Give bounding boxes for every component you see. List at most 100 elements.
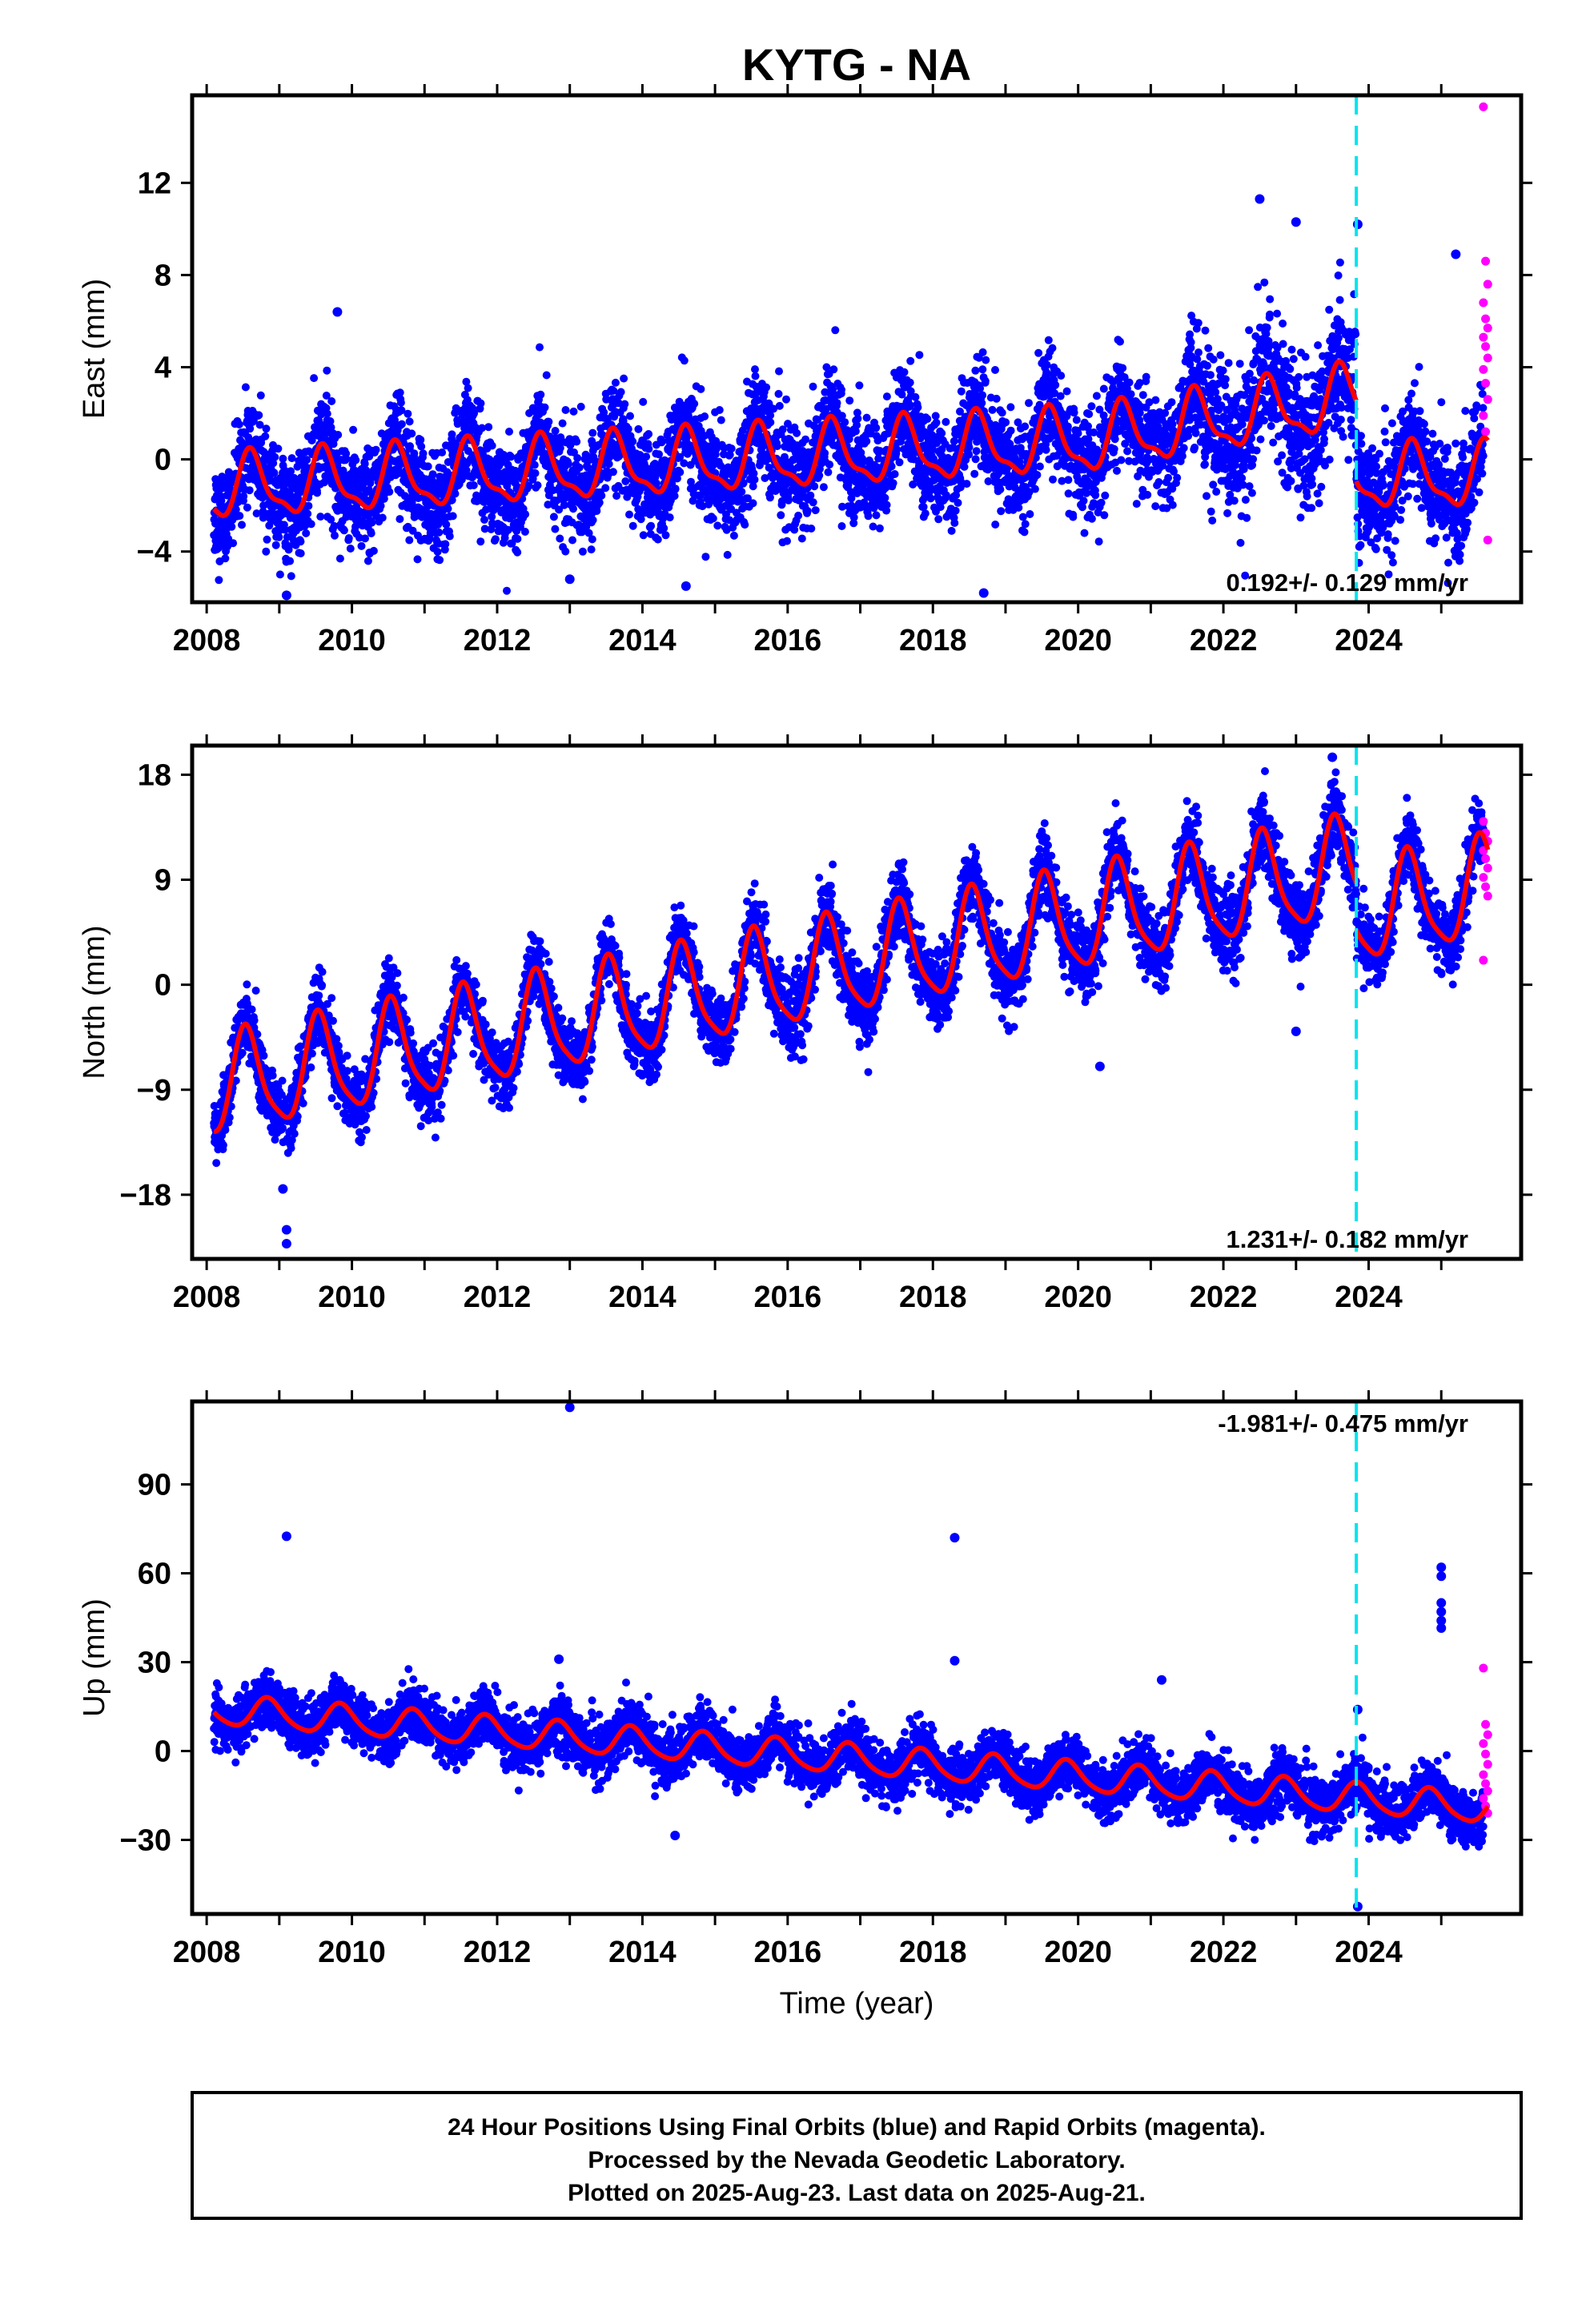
data-point <box>793 428 801 437</box>
data-point <box>331 531 339 540</box>
data-point <box>806 491 815 500</box>
data-point <box>252 509 261 518</box>
data-point <box>923 415 932 424</box>
data-point <box>782 395 790 404</box>
data-point <box>737 488 746 496</box>
data-point <box>749 482 757 491</box>
data-point <box>533 481 542 489</box>
data-point <box>551 525 560 533</box>
data-point <box>1035 462 1044 471</box>
data-point <box>1087 402 1096 411</box>
data-point <box>558 419 567 428</box>
data-point <box>1238 420 1247 428</box>
data-point <box>287 572 295 581</box>
data-point <box>396 398 405 407</box>
data-point <box>1211 388 1220 396</box>
data-point <box>271 452 279 461</box>
data-point <box>1057 372 1066 380</box>
data-point <box>837 385 845 394</box>
data-point <box>1208 517 1217 525</box>
data-point <box>503 586 511 595</box>
data-point <box>1006 403 1015 412</box>
data-point <box>841 418 849 427</box>
data-point <box>1178 452 1186 460</box>
data-point <box>765 493 774 502</box>
data-point <box>1238 474 1247 482</box>
data-point <box>1113 466 1121 475</box>
data-point <box>303 509 312 518</box>
data-point <box>644 444 653 453</box>
data-point <box>1021 422 1030 431</box>
data-point <box>965 450 974 459</box>
data-point <box>521 510 530 519</box>
data-point <box>1072 416 1081 424</box>
data-point <box>464 384 472 392</box>
data-point <box>536 343 544 352</box>
data-point <box>587 545 596 554</box>
data-point <box>634 424 643 433</box>
data-point <box>1125 378 1134 387</box>
data-point <box>595 498 604 507</box>
data-point <box>978 348 987 356</box>
data-point <box>991 521 1000 529</box>
data-point <box>549 513 558 521</box>
data-point <box>303 456 311 464</box>
data-point <box>1079 497 1088 505</box>
data-point <box>1151 396 1160 404</box>
data-point <box>777 511 785 520</box>
data-point <box>972 447 981 456</box>
data-point <box>1049 475 1057 484</box>
data-point <box>723 550 732 559</box>
data-point <box>270 468 279 477</box>
data-point <box>1030 485 1039 493</box>
data-point <box>271 541 280 549</box>
data-point <box>1224 359 1233 368</box>
data-point <box>391 416 399 424</box>
data-point <box>568 536 576 545</box>
data-point <box>444 458 452 466</box>
data-point <box>221 554 230 563</box>
data-point <box>480 525 489 533</box>
data-point <box>578 547 587 556</box>
data-point <box>853 414 862 423</box>
data-point <box>897 390 906 399</box>
data-point <box>513 548 522 557</box>
data-point <box>424 462 432 471</box>
data-point <box>438 448 447 456</box>
data-point <box>970 469 979 478</box>
data-point <box>642 452 651 461</box>
data-point <box>621 477 630 485</box>
data-point <box>339 526 348 535</box>
data-point <box>1186 330 1195 339</box>
data-point <box>965 443 974 452</box>
data-point <box>913 403 922 412</box>
data-point <box>807 525 816 533</box>
data-point <box>1042 445 1050 454</box>
data-point <box>951 506 960 515</box>
data-point <box>639 397 648 406</box>
data-point <box>1236 538 1245 547</box>
data-point <box>628 437 637 446</box>
data-point <box>625 510 633 519</box>
data-point <box>647 521 656 530</box>
data-point <box>246 424 255 433</box>
data-point <box>572 437 581 446</box>
data-point <box>604 460 613 468</box>
data-point <box>1044 336 1053 344</box>
data-point <box>1221 375 1230 384</box>
data-point <box>448 496 456 505</box>
data-point <box>322 392 331 400</box>
data-point <box>1203 361 1211 370</box>
data-point <box>701 553 710 561</box>
data-point <box>323 409 331 418</box>
data-point <box>751 372 760 380</box>
data-point <box>531 468 540 477</box>
data-point <box>442 520 451 529</box>
data-point <box>1101 491 1110 500</box>
data-point <box>750 475 759 484</box>
data-point <box>1201 326 1210 335</box>
data-point <box>1064 476 1073 485</box>
data-point <box>1051 380 1060 389</box>
data-point <box>1091 491 1100 500</box>
